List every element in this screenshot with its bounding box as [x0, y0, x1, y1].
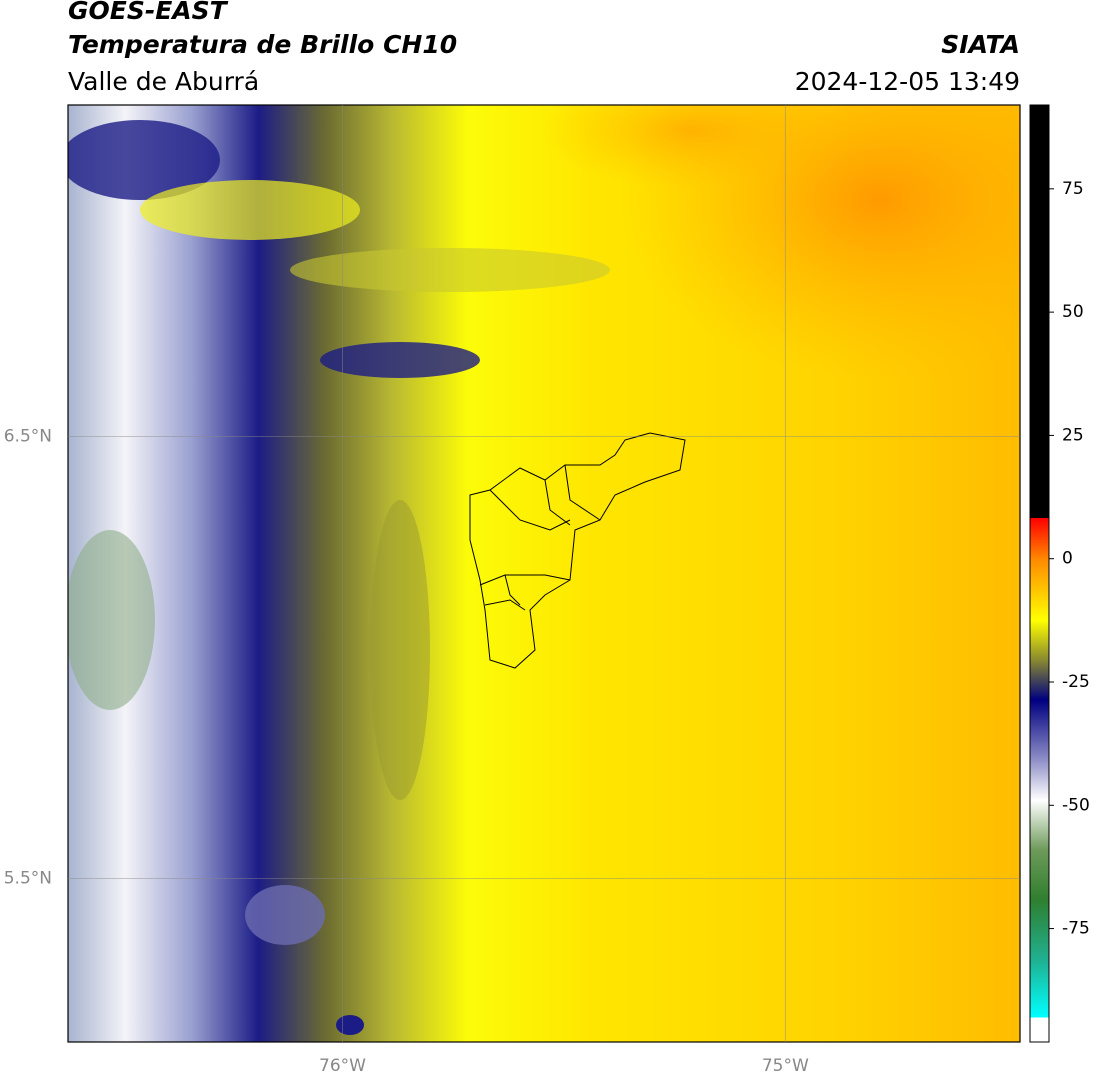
- lat-label: 5.5°N: [4, 868, 52, 888]
- lon-label: 75°W: [762, 1056, 809, 1076]
- datetime: 2024-12-05 13:49: [795, 67, 1020, 96]
- lat-label: 6.5°N: [4, 426, 52, 446]
- lon-label: 76°W: [319, 1056, 366, 1076]
- region: Valle de Aburrá: [68, 67, 259, 96]
- colorbar-tick-label: -50: [1062, 795, 1090, 815]
- map-frame: [67, 104, 1021, 1043]
- title: GOES-EAST: [68, 0, 229, 25]
- colorbar-tick-label: 25: [1062, 425, 1084, 445]
- colorbar-tick-label: 50: [1062, 302, 1084, 322]
- colorbar-tick-label: -75: [1062, 919, 1090, 939]
- valle-aburra-outline: [469, 432, 686, 669]
- colorbar-tick-label: 0: [1062, 549, 1073, 569]
- subtitle: Temperatura de Brillo CH10: [68, 30, 457, 59]
- colorbar: [1029, 104, 1050, 1043]
- source: SIATA: [941, 30, 1020, 59]
- colorbar-tick-label: -25: [1062, 672, 1090, 692]
- colorbar-tick-label: 75: [1062, 179, 1084, 199]
- map-image: [68, 105, 1020, 1042]
